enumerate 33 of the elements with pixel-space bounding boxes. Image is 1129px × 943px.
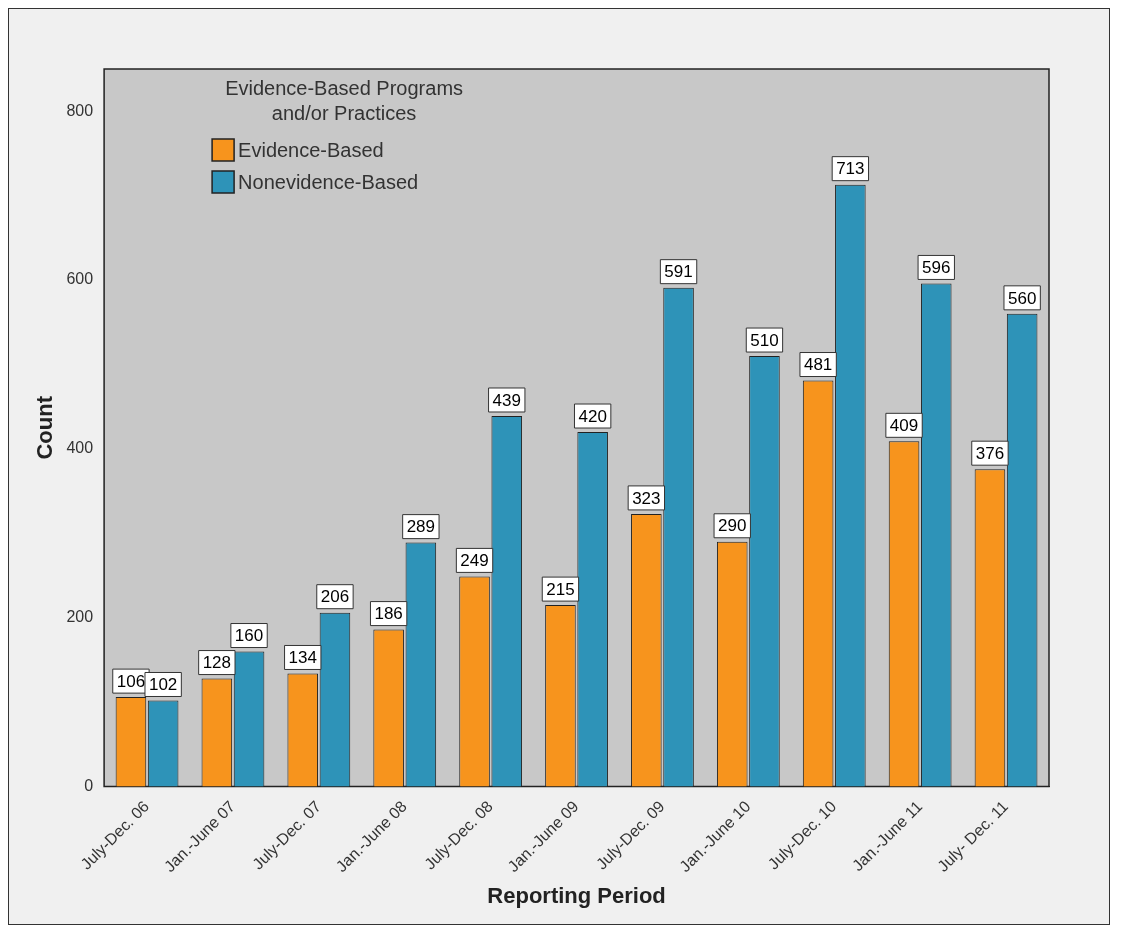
- y-tick-label: 600: [66, 270, 94, 288]
- y-tick-label: 400: [66, 439, 94, 457]
- data-label: 591: [664, 262, 693, 282]
- data-label: 215: [546, 579, 575, 599]
- legend-label: Evidence-Based: [238, 138, 384, 161]
- data-label: 102: [148, 675, 178, 695]
- x-axis-title: Reporting Period: [487, 882, 666, 908]
- data-label: 290: [718, 516, 747, 536]
- data-label: 596: [922, 258, 951, 278]
- legend-label: Nonevidence-Based: [238, 170, 419, 193]
- data-label: 713: [836, 159, 865, 179]
- data-label: 420: [578, 406, 607, 426]
- data-label: 409: [889, 416, 919, 435]
- data-label: 134: [288, 648, 317, 668]
- data-label: 481: [803, 355, 833, 375]
- data-label: 186: [374, 604, 403, 624]
- y-axis-title: Count: [32, 395, 58, 460]
- data-label: 249: [460, 551, 489, 571]
- data-label: 289: [406, 517, 436, 537]
- y-tick-label: 0: [84, 777, 94, 795]
- data-label: 439: [492, 390, 521, 410]
- data-label: 323: [632, 488, 661, 508]
- data-label: 560: [1007, 288, 1037, 308]
- data-label: 206: [320, 587, 350, 607]
- y-tick-label: 200: [66, 608, 94, 626]
- legend-title: Evidence-Based Programs and/or Practices: [225, 76, 464, 124]
- data-label: 106: [116, 671, 146, 691]
- data-label: 376: [975, 443, 1005, 463]
- data-label: 128: [202, 653, 232, 673]
- y-tick-label: 800: [66, 101, 94, 119]
- data-label: 510: [750, 330, 779, 350]
- x-tick-label: July- Dec. 11: [934, 797, 1012, 875]
- data-label: 160: [234, 626, 264, 646]
